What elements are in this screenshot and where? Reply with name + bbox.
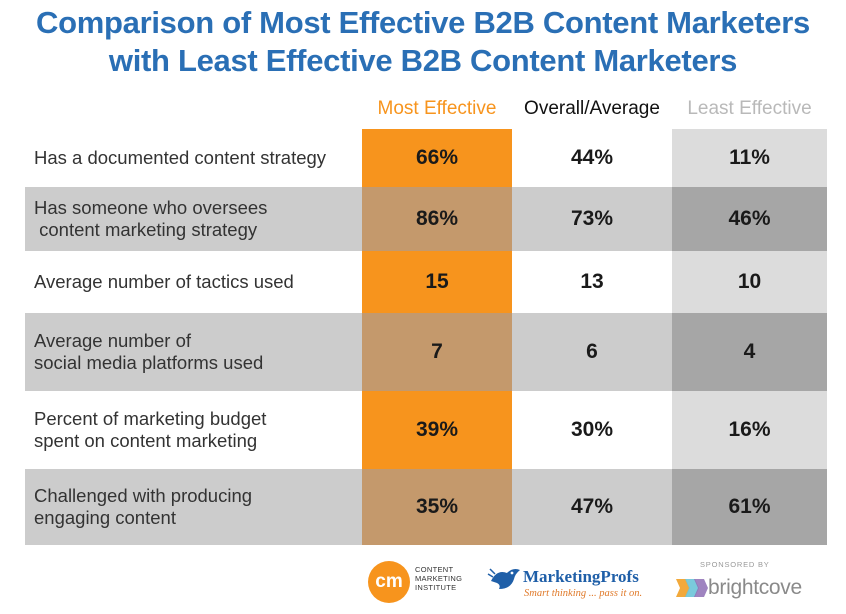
table-row: Has a documented content strategy 66% 44… — [25, 129, 827, 187]
overall-average-value: 47% — [512, 469, 672, 545]
table-row: Percent of marketing budget spent on con… — [25, 391, 827, 469]
most-effective-value: 66% — [362, 129, 512, 187]
row-label: Average number of tactics used — [25, 251, 362, 313]
row-label: Has someone who oversees content marketi… — [25, 187, 362, 251]
bird-icon — [487, 568, 520, 589]
least-effective-value: 46% — [672, 187, 827, 251]
marketingprofs-tagline: Smart thinking ... pass it on. — [524, 588, 643, 599]
most-effective-value: 39% — [362, 391, 512, 469]
row-label: Percent of marketing budget spent on con… — [25, 391, 362, 469]
brightcove-logo-text: brightcove — [708, 576, 802, 599]
marketingprofs-logo-text: MarketingProfs — [523, 567, 639, 586]
most-effective-value: 35% — [362, 469, 512, 545]
row-label: Challenged with producing engaging conte… — [25, 469, 362, 545]
column-header-most-effective: Most Effective — [377, 98, 497, 119]
table-row: Challenged with producing engaging conte… — [25, 469, 827, 545]
cmi-logo-text: CONTENT MARKETING INSTITUTE — [415, 565, 463, 592]
table-row: Average number of social media platforms… — [25, 313, 827, 391]
least-effective-value: 11% — [672, 129, 827, 187]
overall-average-value: 6 — [512, 313, 672, 391]
overall-average-value: 73% — [512, 187, 672, 251]
title-line-2: with Least Effective B2B Content Markete… — [108, 43, 738, 78]
column-header-overall-average: Overall/Average — [524, 98, 660, 119]
overall-average-value: 44% — [512, 129, 672, 187]
table-row: Average number of tactics used 15 13 10 — [25, 251, 827, 313]
column-header-least-effective: Least Effective — [687, 98, 812, 119]
row-label: Has a documented content strategy — [25, 129, 362, 187]
most-effective-value: 15 — [362, 251, 512, 313]
least-effective-value: 4 — [672, 313, 827, 391]
cmi-logo-icon: cm — [368, 561, 410, 603]
most-effective-value: 86% — [362, 187, 512, 251]
row-label: Average number of social media platforms… — [25, 313, 362, 391]
page-title: Comparison of Most Effective B2B Content… — [0, 4, 846, 80]
title-line-1: Comparison of Most Effective B2B Content… — [36, 5, 810, 40]
least-effective-value: 61% — [672, 469, 827, 545]
sponsored-by-label: SPONSORED BY — [700, 560, 770, 569]
least-effective-value: 10 — [672, 251, 827, 313]
brightcove-logo-icon — [676, 579, 708, 597]
table-row: Has someone who oversees content marketi… — [25, 187, 827, 251]
overall-average-value: 13 — [512, 251, 672, 313]
sponsor-logos: cm CONTENT MARKETING INSTITUTE Marketing… — [0, 553, 846, 614]
most-effective-value: 7 — [362, 313, 512, 391]
overall-average-value: 30% — [512, 391, 672, 469]
least-effective-value: 16% — [672, 391, 827, 469]
